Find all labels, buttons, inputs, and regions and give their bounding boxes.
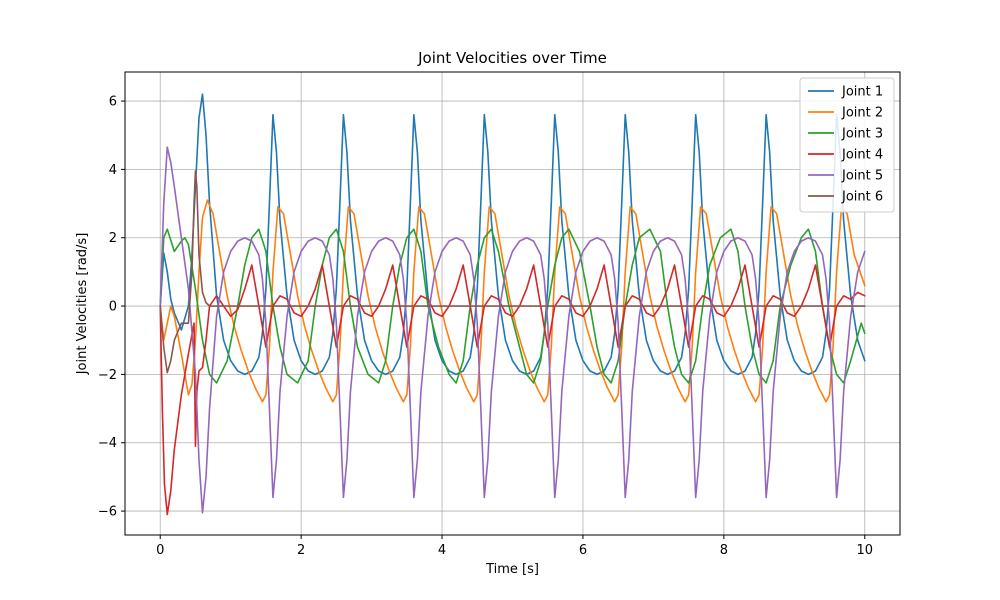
plot-frame [124,71,901,536]
x-tick-label: 8 [720,543,728,558]
legend-label: Joint 3 [841,127,883,142]
series-line-joint-4 [159,264,866,516]
y-tick-label: 0 [109,300,117,315]
series-line-joint-2 [159,199,866,403]
y-axis-label: Joint Velocities [rad/s] [75,233,90,376]
legend-label: Joint 1 [841,85,883,100]
legend-label: Joint 6 [841,190,883,205]
legend-label: Joint 4 [841,148,883,163]
series-lines [159,93,866,516]
x-tick-label: 2 [297,543,305,558]
legend: Joint 1 Joint 2 Joint 3 Joint 4 Joint 5 Joint… [799,77,895,213]
series-line-joint-5 [159,146,866,514]
series-line-joint-1 [159,93,866,376]
y-tick-label: −2 [98,368,117,383]
y-tick-label: −6 [98,505,117,520]
y-tick-label: 2 [109,231,117,246]
y-tick-label: 6 [109,95,117,110]
x-tick-label: 0 [156,543,164,558]
y-tick-label: −4 [98,436,117,451]
series-line-joint-6 [159,170,866,374]
x-tick-label: 4 [438,543,446,558]
chart-title: Joint Velocities over Time [417,49,607,67]
axis-ticks: 0 2 4 6 8 10 −6 −4 −2 0 2 4 6 [98,95,873,558]
x-axis-label: Time [s] [485,562,539,577]
legend-label: Joint 5 [841,169,883,184]
y-tick-label: 4 [109,163,117,178]
legend-label: Joint 2 [841,106,883,121]
x-tick-label: 10 [856,543,873,558]
x-tick-label: 6 [579,543,587,558]
